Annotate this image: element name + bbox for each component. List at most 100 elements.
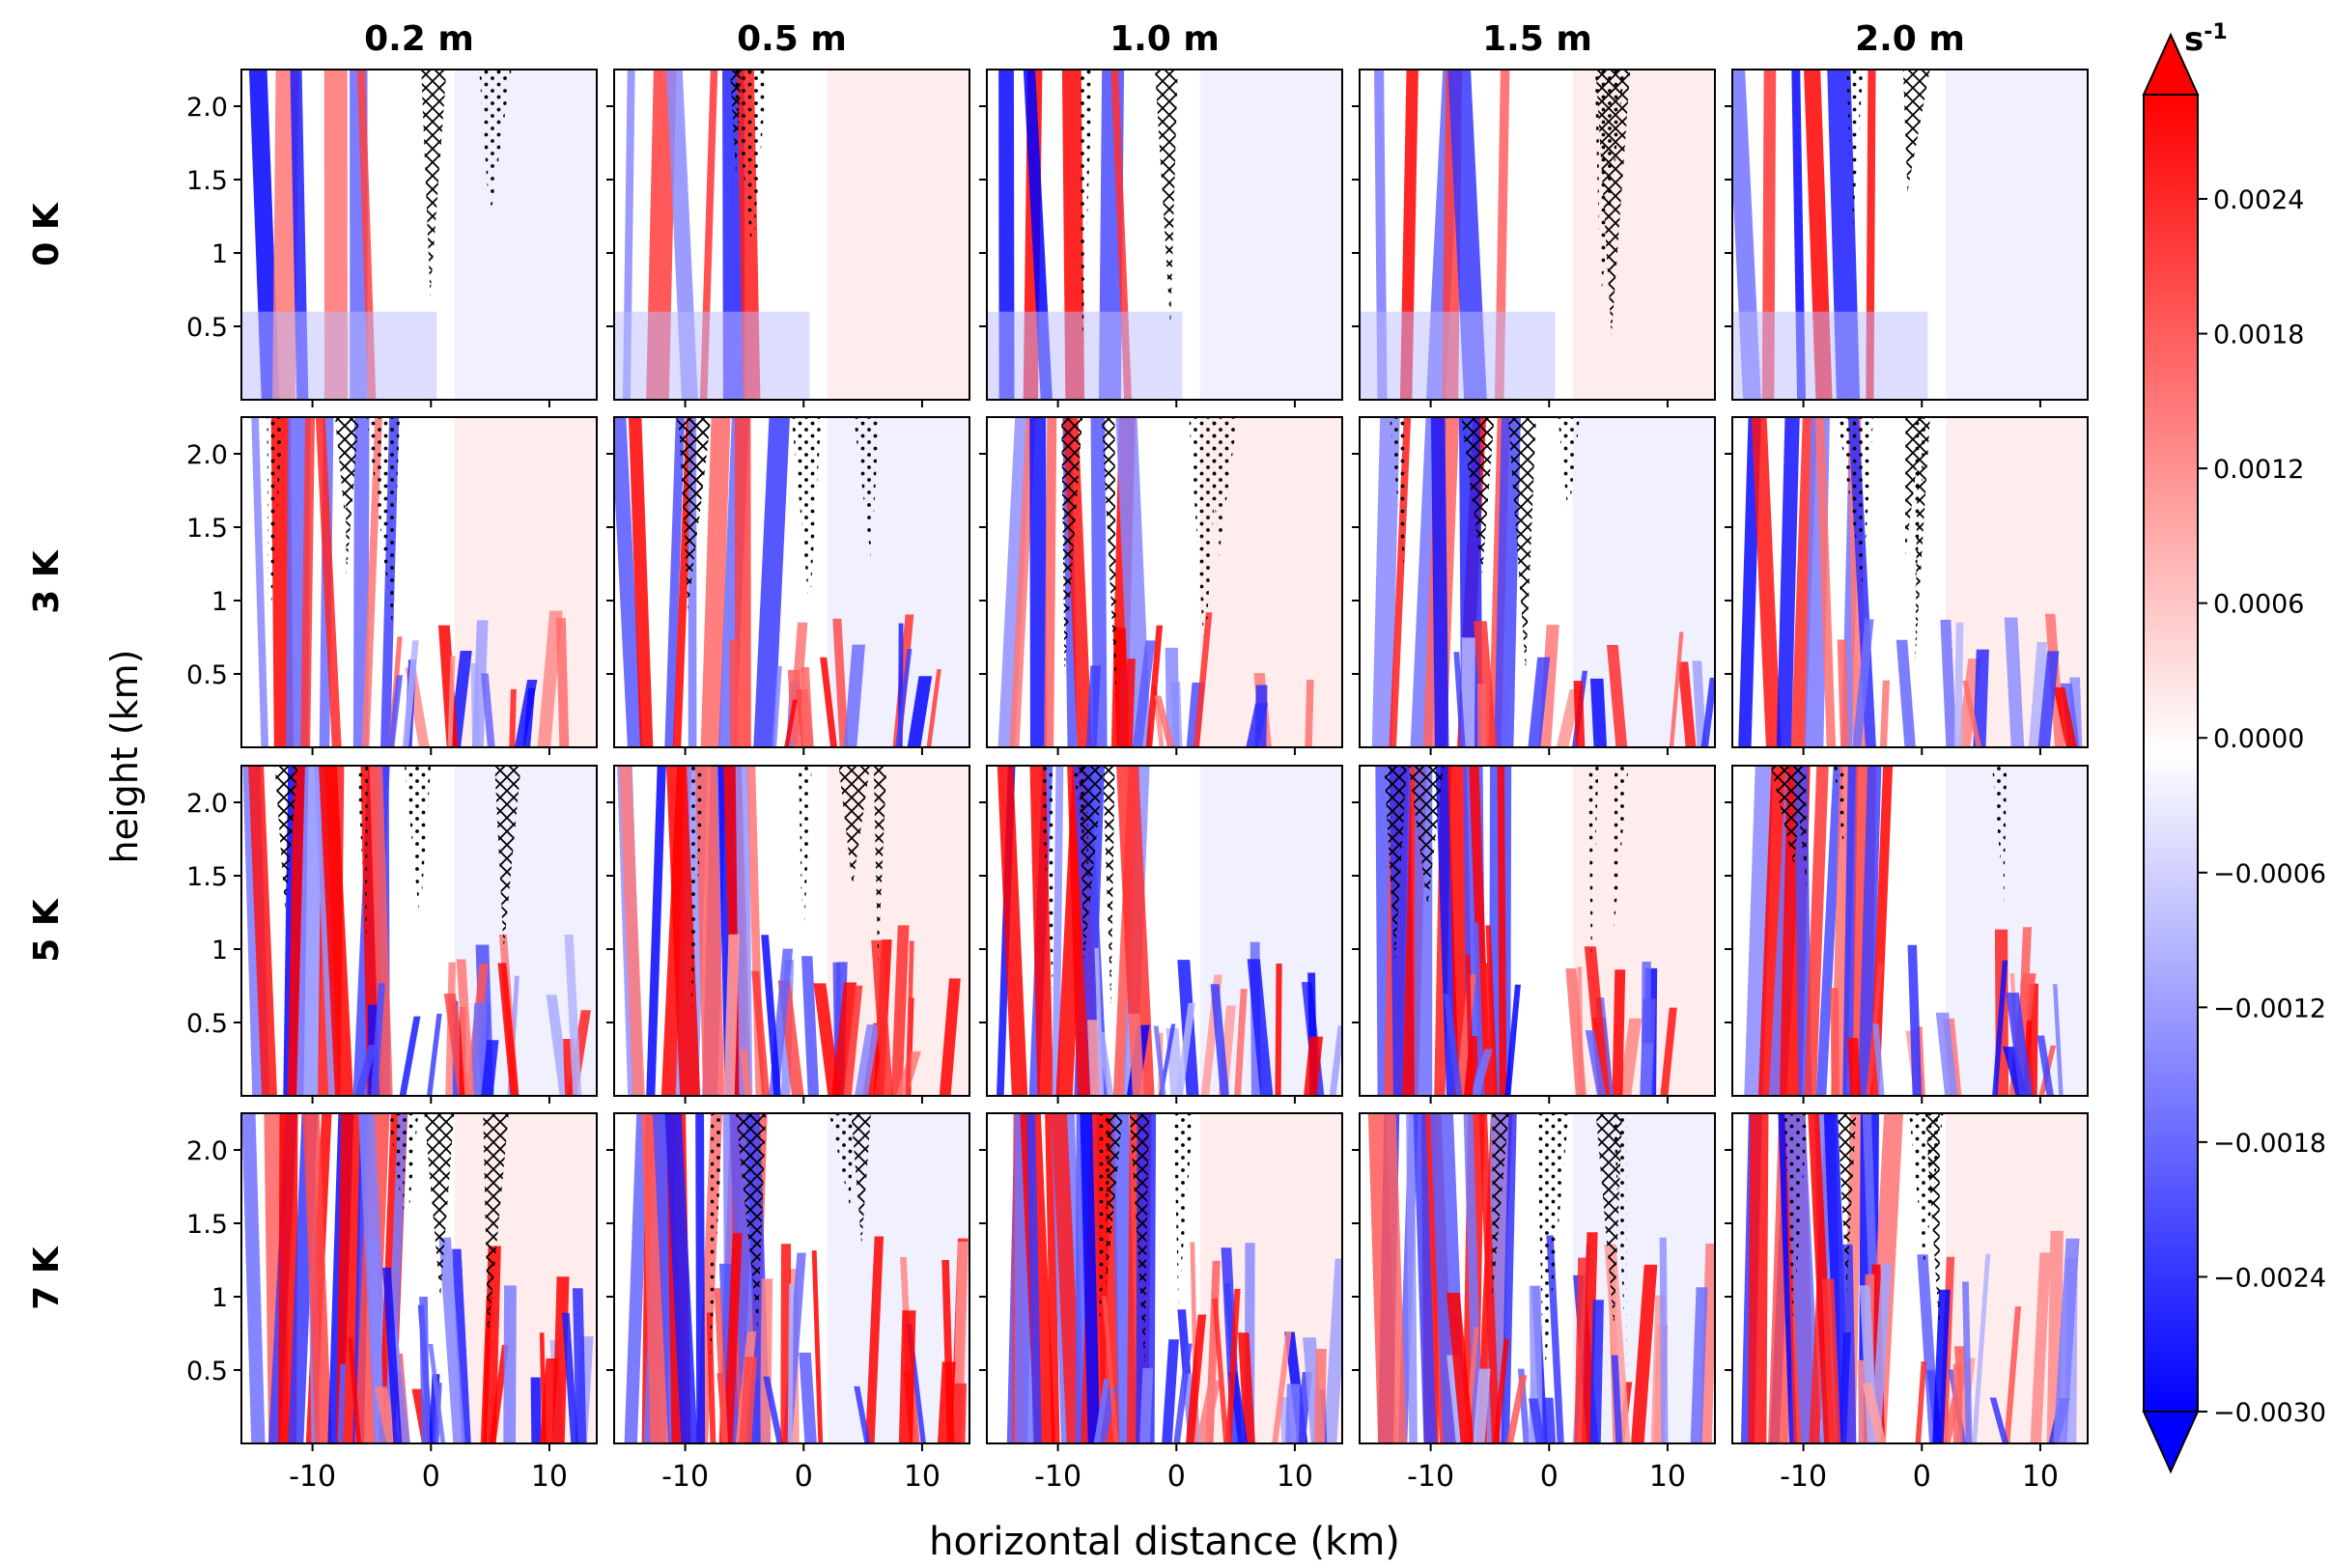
x-tick-label: -10 xyxy=(1780,1460,1827,1494)
vorticity-cell xyxy=(1838,1331,1851,1443)
vorticity-cell xyxy=(481,1040,499,1096)
panel-frame xyxy=(240,416,598,748)
vorticity-surface xyxy=(987,311,1183,400)
row-label: 0 K xyxy=(27,202,67,266)
vorticity-band xyxy=(1842,766,1859,1096)
vorticity-band xyxy=(1748,1113,1769,1443)
vorticity-band xyxy=(248,766,278,1096)
vorticity-cell xyxy=(1210,984,1229,1096)
panel-frame xyxy=(986,1112,1343,1444)
vorticity-band xyxy=(1857,766,1882,1096)
stipple-region xyxy=(1594,70,1625,303)
vorticity-cell xyxy=(456,959,475,1096)
panel-frame xyxy=(613,765,970,1097)
stipple-region xyxy=(1587,766,1599,961)
crosshatch-region xyxy=(1770,766,1804,866)
vorticity-cell xyxy=(1124,658,1136,747)
vorticity-cell xyxy=(1589,678,1608,747)
panel-frame xyxy=(1359,69,1716,401)
vorticity-cell xyxy=(1862,1383,1887,1443)
vorticity-cell xyxy=(784,699,798,747)
vorticity-cell xyxy=(522,687,536,747)
y-tick-label: 1 xyxy=(211,239,228,269)
vorticity-band xyxy=(1814,417,1837,747)
vorticity-cell xyxy=(1238,1332,1255,1443)
vorticity-cell xyxy=(472,620,489,747)
y-tick-label: 0.5 xyxy=(186,660,228,690)
stipple-region xyxy=(1189,417,1220,659)
vorticity-cell xyxy=(402,640,419,747)
y-axis-label: height (km) xyxy=(103,650,146,864)
stipple-region xyxy=(479,70,512,222)
colorbar-tick-label: 0.0024 xyxy=(2213,185,2304,215)
column-labels: 0.2 m 0.5 m 1.0 m 1.5 m 2.0 m xyxy=(364,19,1965,59)
vorticity-cell xyxy=(2030,1252,2051,1443)
x-tick-label: 0 xyxy=(422,1460,440,1494)
crosshatch-region xyxy=(1924,1113,1940,1335)
vorticity-field xyxy=(614,766,969,1096)
vorticity-cell xyxy=(1606,645,1628,747)
vorticity-field xyxy=(1360,766,1715,1096)
crosshatch-region xyxy=(1793,766,1808,888)
vorticity-cell xyxy=(843,985,863,1096)
vorticity-cell xyxy=(1528,1398,1546,1443)
colorbar-tick-label: 0.0012 xyxy=(2213,455,2304,485)
vorticity-cell xyxy=(1162,1339,1179,1443)
vorticity-cell xyxy=(1455,974,1476,1096)
vorticity-cell xyxy=(530,1377,542,1443)
vorticity-band xyxy=(1115,417,1152,747)
crosshatch-region xyxy=(421,70,447,297)
panel-frame xyxy=(240,765,598,1097)
vorticity-cell xyxy=(1972,1253,1991,1443)
vorticity-cell xyxy=(1272,1330,1292,1443)
vorticity-cell xyxy=(759,1278,773,1443)
panel-frame xyxy=(1731,416,2089,748)
crosshatch-region xyxy=(1595,1113,1623,1329)
panel-frame xyxy=(240,69,598,401)
stipple-region xyxy=(366,417,401,627)
vorticity-cell xyxy=(729,639,739,747)
subplot-panel xyxy=(1725,416,2089,755)
y-tick-label: 1.5 xyxy=(186,862,228,892)
x-tick-label: -10 xyxy=(289,1460,336,1494)
vorticity-cell xyxy=(1589,1300,1604,1443)
vorticity-cell xyxy=(1640,1043,1654,1096)
vorticity-cell xyxy=(800,666,814,747)
vorticity-cell xyxy=(1173,1343,1193,1443)
vorticity-cell xyxy=(1962,1281,1973,1443)
stipple-region xyxy=(404,766,432,923)
vorticity-cell xyxy=(787,1283,794,1443)
vorticity-band xyxy=(1026,1113,1042,1443)
vorticity-cell xyxy=(2028,642,2048,747)
y-tick-label: 1.5 xyxy=(186,166,228,196)
vorticity-cell xyxy=(1460,637,1475,747)
vorticity-cell xyxy=(761,935,781,1096)
vorticity-band xyxy=(241,1113,266,1443)
vorticity-cell xyxy=(1677,661,1697,747)
background-tint xyxy=(454,70,597,400)
vorticity-field xyxy=(987,766,1342,1096)
vorticity-band xyxy=(694,766,725,1096)
vorticity-field xyxy=(614,417,969,747)
x-tick-label: 10 xyxy=(531,1460,568,1494)
vorticity-cell xyxy=(2053,1238,2080,1443)
vorticity-cell xyxy=(452,1248,471,1443)
vorticity-cell xyxy=(1305,680,1314,747)
stipple-region xyxy=(1078,70,1093,345)
panel-frame xyxy=(1731,69,2089,401)
panel-frame xyxy=(1731,1112,2089,1444)
subplot-panel xyxy=(606,765,970,1104)
subplot-panel: -10 0 10 xyxy=(979,1112,1343,1494)
colorbar-tick-label: −0.0006 xyxy=(2213,859,2326,889)
y-tick-label: 1.5 xyxy=(186,514,228,544)
vorticity-field xyxy=(1732,417,2088,747)
vorticity-cell xyxy=(813,983,841,1096)
vorticity-cell xyxy=(722,1233,743,1443)
vorticity-cell xyxy=(1212,1298,1229,1443)
vorticity-field xyxy=(241,1113,597,1443)
vorticity-cell xyxy=(503,1285,517,1443)
vorticity-band xyxy=(369,766,393,1096)
y-tick-label: 2.0 xyxy=(186,1136,228,1166)
vorticity-band xyxy=(619,766,645,1096)
vorticity-cell xyxy=(1471,1049,1493,1096)
